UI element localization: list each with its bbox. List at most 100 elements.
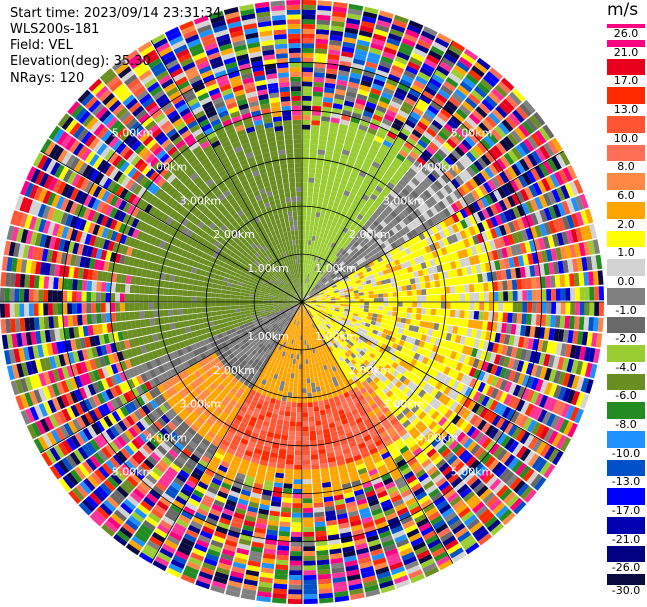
velocity-gate [462,169,472,180]
velocity-gate [380,201,389,209]
velocity-gate [459,285,465,293]
velocity-gate [311,260,316,266]
velocity-gate [324,189,332,196]
velocity-gate [383,306,389,311]
velocity-gate [302,249,305,255]
velocity-gate [354,179,363,187]
velocity-gate [371,83,384,92]
velocity-gate [402,217,411,226]
velocity-gate [464,302,470,310]
velocity-gate [417,183,427,193]
velocity-gate [421,308,427,315]
velocity-gate [302,119,311,125]
velocity-gate [285,406,291,412]
velocity-gate [289,555,302,561]
velocity-gate [313,81,324,88]
velocity-gate [491,271,498,281]
velocity-gate [305,296,310,300]
velocity-gate [434,115,446,127]
velocity-gate [332,152,341,159]
velocity-gate [305,225,310,231]
velocity-gate [519,266,526,278]
velocity-gate [290,411,297,417]
velocity-gate [338,235,344,242]
velocity-gate [381,160,391,169]
velocity-gate [307,284,310,289]
velocity-gate [337,284,343,289]
velocity-gate [303,488,312,494]
velocity-gate [481,272,488,282]
velocity-gate [302,177,308,183]
velocity-gate [375,197,383,205]
velocity-gate [356,282,363,287]
velocity-gate [401,74,414,84]
velocity-gate [311,297,316,300]
velocity-gate [283,478,293,484]
velocity-gate [511,163,522,177]
velocity-gate [309,430,316,436]
velocity-gate [339,261,345,267]
velocity-gate [448,72,462,84]
velocity-gate [527,253,534,265]
velocity-gate [282,425,289,431]
velocity-gate [381,91,393,101]
velocity-gate [391,64,405,74]
velocity-gate [302,110,311,116]
velocity-gate [316,251,321,258]
velocity-gate [381,314,388,320]
velocity-gate [325,296,331,299]
velocity-gate [462,120,474,132]
velocity-gate [329,39,342,47]
velocity-gate [320,178,328,185]
velocity-gate [411,129,423,139]
velocity-gate [378,193,386,201]
velocity-gate [390,161,400,170]
velocity-gate [335,84,347,91]
velocity-gate [314,415,321,422]
velocity-gate [378,306,384,311]
velocity-gate [310,144,318,150]
velocity-gate [386,194,395,202]
velocity-gate [505,182,515,195]
velocity-gate [415,283,422,290]
velocity-gate [309,368,314,374]
velocity-gate [359,25,374,34]
velocity-gate [383,225,391,233]
velocity-gate [545,275,551,288]
velocity-gate [498,236,506,248]
velocity-gate [451,178,461,189]
velocity-gate [308,259,311,265]
velocity-gate [288,382,294,388]
velocity-gate [569,244,577,258]
velocity-gate [467,275,474,284]
velocity-gate [306,297,311,300]
velocity-gate [518,124,530,138]
velocity-gate [305,283,308,289]
velocity-gate [486,272,493,282]
velocity-gate [404,184,414,193]
velocity-gate [320,297,326,299]
velocity-gate [303,293,307,298]
velocity-gate [475,264,482,274]
velocity-gate [422,253,430,262]
velocity-gate [349,275,355,281]
velocity-gate [406,24,422,35]
velocity-gate [449,115,462,127]
velocity-gate [512,109,525,123]
velocity-gate [451,92,464,104]
velocity-gate [332,6,347,13]
velocity-gate [321,203,328,210]
velocity-gate [465,166,476,178]
velocity-gate [343,289,349,293]
velocity-gate [319,242,324,249]
velocity-gate [346,248,353,255]
velocity-gate [316,24,330,31]
velocity-gate [318,139,327,146]
velocity-gate [395,87,408,97]
velocity-gate [598,286,604,301]
velocity-gate [497,81,512,95]
velocity-gate [356,190,364,198]
velocity-gate [319,282,325,287]
velocity-gate [478,122,490,135]
velocity-gate [472,274,479,284]
